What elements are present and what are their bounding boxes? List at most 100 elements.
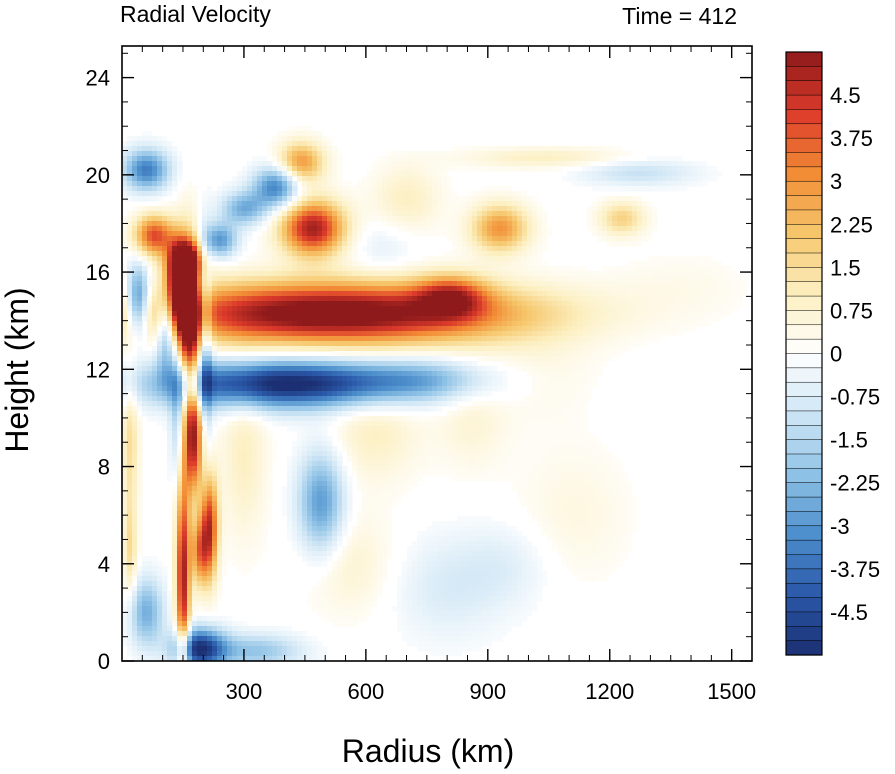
heatmap-cell <box>502 166 508 172</box>
heatmap-cell <box>542 346 548 352</box>
heatmap-cell <box>132 236 138 242</box>
heatmap-cell <box>432 311 438 317</box>
heatmap-cell <box>407 216 413 222</box>
heatmap-cell <box>417 201 423 207</box>
heatmap-cell <box>402 301 408 307</box>
heatmap-cell <box>472 316 478 322</box>
heatmap-cell <box>217 186 223 192</box>
heatmap-cell <box>502 316 508 322</box>
heatmap-cell <box>577 146 583 152</box>
heatmap-cell <box>427 306 433 312</box>
heatmap-cell <box>597 196 603 202</box>
heatmap-cell <box>717 316 723 322</box>
heatmap-cell <box>487 256 493 262</box>
heatmap-cell <box>242 276 248 282</box>
heatmap-cell <box>162 336 168 342</box>
heatmap-cell <box>502 381 508 387</box>
heatmap-cell <box>392 171 398 177</box>
heatmap-cell <box>347 296 353 302</box>
heatmap-cell <box>707 316 713 322</box>
heatmap-cell <box>487 341 493 347</box>
heatmap-cell <box>477 161 483 167</box>
heatmap-cell <box>302 216 308 222</box>
heatmap-cell <box>532 271 538 277</box>
heatmap-cell <box>407 221 413 227</box>
heatmap-cell <box>502 301 508 307</box>
heatmap-cell <box>632 321 638 327</box>
heatmap-cell <box>627 161 633 167</box>
heatmap-cell <box>322 361 328 367</box>
heatmap-cell <box>527 226 533 232</box>
heatmap-cell <box>177 341 183 347</box>
heatmap-cell <box>287 306 293 312</box>
heatmap-cell <box>442 271 448 277</box>
heatmap-cell <box>467 246 473 252</box>
heatmap-cell <box>187 211 193 217</box>
heatmap-cell <box>382 156 388 162</box>
heatmap-cell <box>277 136 283 142</box>
heatmap-cell <box>142 236 148 242</box>
heatmap-cell <box>637 161 643 167</box>
heatmap-cell <box>182 276 188 282</box>
heatmap-cell <box>367 236 373 242</box>
heatmap-cell <box>742 291 748 297</box>
heatmap-cell <box>262 341 268 347</box>
heatmap-cell <box>662 306 668 312</box>
heatmap-cell <box>142 141 148 147</box>
heatmap-cell <box>562 291 568 297</box>
heatmap-cell <box>357 286 363 292</box>
heatmap-cell <box>187 271 193 277</box>
heatmap-cell <box>412 206 418 212</box>
heatmap-cell <box>507 161 513 167</box>
heatmap-cell <box>142 356 148 362</box>
heatmap-cell <box>652 186 658 192</box>
heatmap-cell <box>242 316 248 322</box>
heatmap-cell <box>587 351 593 357</box>
heatmap-cell <box>277 291 283 297</box>
heatmap-cell <box>317 296 323 302</box>
heatmap-cell <box>297 261 303 267</box>
heatmap-cell <box>382 181 388 187</box>
heatmap-cell <box>142 381 148 387</box>
heatmap-cell <box>637 206 643 212</box>
heatmap-cell <box>637 276 643 282</box>
heatmap-cell <box>587 221 593 227</box>
heatmap-cell <box>177 336 183 342</box>
heatmap-cell <box>292 281 298 287</box>
heatmap-cell <box>267 296 273 302</box>
heatmap-cell <box>397 391 403 397</box>
heatmap-cell <box>397 296 403 302</box>
heatmap-cell <box>327 361 333 367</box>
heatmap-cell <box>432 266 438 272</box>
heatmap-cell <box>372 256 378 262</box>
heatmap-cell <box>377 206 383 212</box>
heatmap-cell <box>632 206 638 212</box>
heatmap-cell <box>377 331 383 337</box>
heatmap-cell <box>487 311 493 317</box>
heatmap-cell <box>122 176 128 182</box>
heatmap-cell <box>347 266 353 272</box>
heatmap-cell <box>457 201 463 207</box>
heatmap-cell <box>337 361 343 367</box>
heatmap-cell <box>612 181 618 187</box>
heatmap-cell <box>292 161 298 167</box>
heatmap-cell <box>277 196 283 202</box>
heatmap-cell <box>402 206 408 212</box>
heatmap-cell <box>317 206 323 212</box>
heatmap-cell <box>202 196 208 202</box>
heatmap-cell <box>442 381 448 387</box>
heatmap-cell <box>517 276 523 282</box>
heatmap-cell <box>387 236 393 242</box>
heatmap-cell <box>482 191 488 197</box>
heatmap-cell <box>187 366 193 372</box>
heatmap-cell <box>402 351 408 357</box>
heatmap-cell <box>282 171 288 177</box>
heatmap-cell <box>437 341 443 347</box>
heatmap-cell <box>557 356 563 362</box>
heatmap-cell <box>602 361 608 367</box>
heatmap-cell <box>422 301 428 307</box>
heatmap-cell <box>457 236 463 242</box>
heatmap-cell <box>422 296 428 302</box>
heatmap-cell <box>202 261 208 267</box>
heatmap-cell <box>362 291 368 297</box>
